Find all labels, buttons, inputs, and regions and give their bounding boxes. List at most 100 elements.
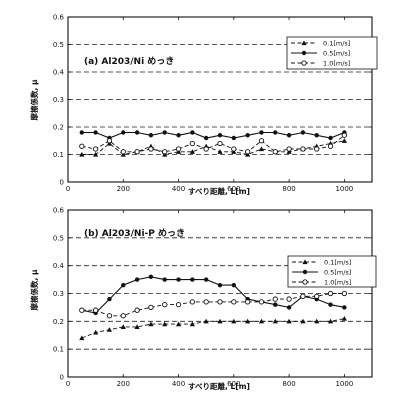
chart-a-series-1-point-9	[203, 135, 209, 141]
chart-a-xtick-label-0: 0	[66, 185, 70, 193]
chart-b-ytick-label-4: 0.4	[53, 262, 65, 270]
chart-b-series-0-point-0	[79, 335, 85, 341]
chart-a-series-1-point-14	[273, 130, 278, 135]
chart-a-xtick-label-1: 200	[117, 185, 130, 193]
chart-b-series-2-point-10	[217, 299, 223, 305]
chart-b-ytick-label-0: 0	[60, 374, 64, 382]
chart-b-series-2-point-4	[134, 307, 140, 313]
chart-a-series-2-point-19	[341, 132, 348, 138]
chart-b-series-2-point-0	[79, 307, 85, 313]
chart-b-series-0-point-10	[217, 318, 223, 324]
chart-b-series-0-point-8	[189, 321, 195, 327]
chart-b-xtick-label-0: 0	[66, 380, 70, 388]
chart-b-series-0-point-4	[134, 324, 140, 329]
chart-b-series-2-point-15	[286, 296, 292, 302]
chart-a-xtick-label-4: 800	[282, 185, 295, 193]
chart-b-ytick-label-2: 0.2	[53, 318, 64, 326]
chart-a-series-2-point-13	[258, 138, 265, 144]
chart-a-series-1-point-16	[300, 130, 306, 135]
chart-a-series-2-point-17	[314, 146, 320, 152]
chart-b-series-2-point-19	[341, 290, 348, 297]
chart-a-series-2-point-2	[106, 138, 113, 144]
chart-a-legend-marker-1	[301, 50, 307, 56]
chart-a-series-2-point-6	[162, 149, 168, 155]
chart-panel-a: (a) Al203/Ni めっき すべり距離, L[m] 摩擦係数, μ 0 20…	[29, 14, 378, 196]
chart-b-series-1-point-3	[121, 282, 126, 288]
chart-a-series-1-point-3	[121, 130, 126, 135]
chart-b-series-0-point-9	[203, 318, 209, 324]
chart-a-ytick-label-6: 0.6	[53, 14, 65, 22]
chart-a-ytick-label-0: 0	[60, 179, 64, 187]
chart-b-series-1-point-4	[134, 277, 140, 282]
chart-b-series-0-point-7	[175, 321, 182, 327]
chart-b-series-1-point-15	[286, 305, 292, 310]
chart-b-series-0-point-13	[258, 318, 265, 324]
chart-b-series-0-point-17	[314, 318, 320, 324]
chart-b-ylabel: 摩擦係数, μ	[29, 269, 39, 310]
chart-a-series-0-point-19	[341, 138, 347, 143]
chart-a-series-0-point-13	[258, 146, 265, 152]
chart-b-series-0-point-12	[245, 318, 251, 324]
chart-a-series-2-point-10	[217, 140, 223, 147]
chart-b-series-1-point-2	[107, 296, 112, 302]
chart-b-series-0-point-3	[120, 324, 126, 329]
chart-a-ytick-label-1: 0.1	[53, 151, 64, 159]
chart-a-series-0-point-0	[79, 151, 85, 157]
chart-b-series-2-point-16	[300, 293, 306, 299]
chart-a-series-1-point-4	[134, 130, 140, 135]
chart-a-series-1-point-7	[176, 133, 181, 138]
chart-b-xtick-label-3: 600	[227, 380, 240, 388]
chart-a-series-1-point-8	[190, 130, 195, 135]
chart-a-series-1-point-10	[217, 133, 223, 138]
chart-a-ytick-label-4: 0.4	[53, 69, 65, 77]
chart-b-legend-label-1: 0.5[m/s]	[324, 268, 351, 276]
chart-b-series-1-point-8	[190, 277, 195, 282]
chart-b-series-1-point-5	[148, 274, 154, 279]
chart-b-series-2-point-14	[272, 296, 278, 302]
chart-a-legend-label-0: 0.1[m/s]	[323, 39, 350, 47]
chart-b-series-1-line	[81, 276, 345, 314]
chart-b-series-1-point-11	[231, 282, 237, 288]
chart-b-series-2-point-11	[231, 299, 237, 305]
chart-a-series-1-point-12	[245, 133, 250, 138]
chart-a-legend-marker-2	[301, 60, 307, 66]
chart-a-title: (a) Al203/Ni めっき	[84, 56, 174, 67]
chart-a-series-2-point-14	[272, 149, 278, 155]
chart-b-series-1-point-18	[328, 302, 333, 307]
chart-a-series-2-point-12	[244, 149, 251, 155]
chart-a-series-2-point-11	[231, 146, 237, 152]
chart-a-series-1-point-18	[328, 135, 333, 141]
chart-b-series-2-point-17	[314, 293, 320, 299]
chart-b-series-1-point-9	[203, 277, 209, 282]
chart-b-series-2-point-7	[175, 301, 182, 308]
chart-a-xlabel: すべり距離, L[m]	[188, 186, 250, 196]
chart-b-series-2-point-3	[120, 313, 126, 319]
chart-b-ytick-label-3: 0.3	[53, 290, 64, 298]
chart-a-series-2-point-15	[286, 146, 292, 152]
chart-a-legend-marker-0	[301, 40, 307, 46]
chart-b-series-1-point-7	[176, 277, 181, 282]
chart-b-xtick-label-2: 400	[172, 380, 185, 388]
chart-a-series-0-point-1	[93, 151, 99, 157]
chart-a-series-2-point-9	[203, 146, 209, 152]
chart-b-series-2-point-6	[162, 301, 168, 308]
chart-b-legend-label-2: 1.0[m/s]	[324, 278, 351, 286]
chart-a-series-0-point-8	[189, 149, 195, 154]
chart-b-series-0-point-18	[327, 318, 334, 324]
chart-a-series-2-point-0	[79, 143, 85, 149]
chart-b-series-0-point-1	[93, 329, 99, 335]
chart-a-xtick-label-5: 1000	[335, 185, 353, 193]
chart-b-xlabel: すべり距離, L[m]	[188, 381, 250, 391]
chart-a-ytick-label-2: 0.2	[53, 124, 64, 132]
chart-b-legend-label-0: 0.1[m/s]	[324, 258, 351, 266]
chart-b-ytick-label-1: 0.1	[53, 346, 64, 354]
chart-b-series-0-point-19	[341, 315, 347, 321]
chart-b-series-2-point-1	[92, 307, 99, 313]
chart-b-ytick-label-6: 0.6	[53, 207, 65, 215]
chart-a-xtick-label-3: 600	[227, 185, 240, 193]
chart-a-series-1-line	[81, 131, 345, 139]
chart-b-series-0-point-11	[231, 318, 237, 324]
chart-a-series-1-point-1	[93, 130, 98, 135]
chart-a-ylabel: 摩擦係数, μ	[29, 79, 39, 120]
chart-b-series-0-point-5	[148, 321, 154, 327]
